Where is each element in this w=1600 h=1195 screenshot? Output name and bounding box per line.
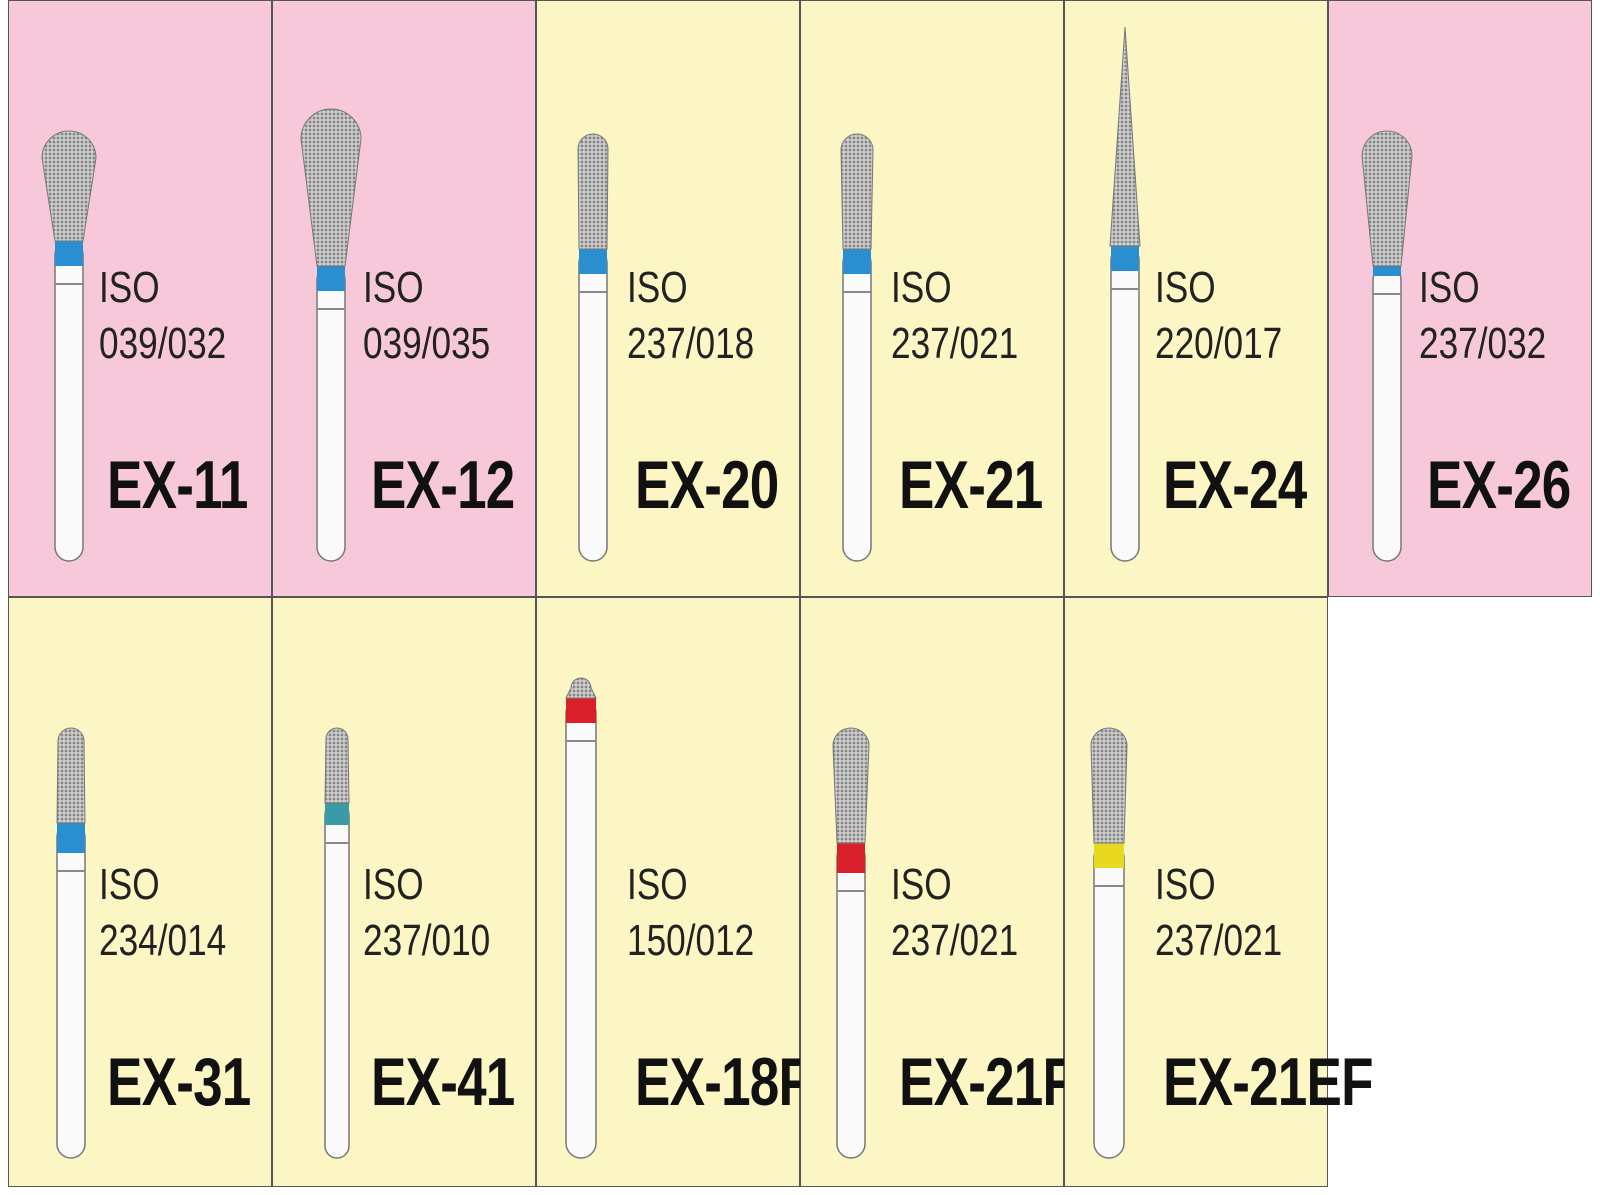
- iso-iso: ISO: [891, 860, 952, 909]
- bur-card: ISO 237/021 EX-21F: [800, 597, 1075, 1187]
- product-code: EX-31: [107, 1044, 251, 1120]
- bur-card: ISO 039/035 EX-12: [272, 0, 536, 597]
- bur-drawing: [300, 108, 362, 562]
- iso-size: 237/018: [627, 319, 755, 368]
- color-band: [55, 241, 83, 266]
- iso-iso: ISO: [627, 860, 688, 909]
- bur-head: [300, 108, 362, 267]
- iso-iso: ISO: [99, 860, 160, 909]
- bur-head: [1090, 727, 1128, 844]
- iso-size: 237/032: [1419, 319, 1547, 368]
- color-band: [1111, 246, 1139, 271]
- iso-size: 237/021: [891, 916, 1019, 965]
- iso-size: 220/017: [1155, 319, 1283, 368]
- iso-size: 237/021: [891, 319, 1019, 368]
- shank: [56, 822, 86, 1159]
- bur-head: [1109, 26, 1141, 247]
- bur-drawing: [41, 130, 97, 562]
- shank: [1093, 842, 1125, 1159]
- bur-drawing: [840, 133, 874, 562]
- bur-drawing: [56, 727, 86, 1159]
- iso-size: 234/014: [99, 916, 227, 965]
- bur-drawing: [1109, 26, 1141, 562]
- bur-head: [1361, 130, 1413, 267]
- color-band: [1094, 843, 1124, 868]
- iso-iso: ISO: [363, 860, 424, 909]
- shank: [324, 802, 350, 1159]
- iso-size: 039/032: [99, 319, 227, 368]
- shank: [578, 248, 608, 562]
- bur-drawing: [577, 133, 609, 562]
- iso-iso: ISO: [1155, 263, 1216, 312]
- color-band: [317, 266, 345, 291]
- product-code: EX-11: [107, 447, 248, 523]
- iso-size: 237/010: [363, 916, 491, 965]
- iso-iso: ISO: [1419, 263, 1480, 312]
- shank: [316, 265, 346, 562]
- bur-head: [577, 133, 609, 250]
- product-code: EX-21: [899, 447, 1043, 523]
- bur-drawing: [565, 677, 597, 1159]
- bur-card: ISO 220/017 EX-24: [1064, 0, 1328, 597]
- bur-card: ISO 234/014 EX-31: [8, 597, 272, 1187]
- color-band: [566, 698, 596, 723]
- bur-head: [324, 727, 350, 804]
- iso-size: 150/012: [627, 916, 755, 965]
- bur-head: [565, 677, 597, 699]
- bur-card: ISO 237/018 EX-20: [536, 0, 800, 597]
- shank: [1110, 245, 1140, 562]
- iso-size: 237/021: [1155, 916, 1283, 965]
- bur-drawing: [832, 727, 870, 1159]
- product-code: EX-21EF: [1163, 1044, 1374, 1120]
- product-code: EX-18F: [635, 1044, 811, 1120]
- bur-card: ISO 237/032 EX-26: [1328, 0, 1592, 597]
- iso-iso: ISO: [99, 263, 160, 312]
- bur-head: [840, 133, 874, 250]
- shank: [842, 248, 872, 562]
- color-band: [57, 823, 85, 853]
- product-code: EX-24: [1163, 447, 1307, 523]
- shank: [54, 240, 84, 562]
- bur-card: ISO 237/021 EX-21EF: [1064, 597, 1374, 1187]
- iso-size: 039/035: [363, 319, 491, 368]
- bur-head: [41, 130, 97, 242]
- color-band: [325, 803, 349, 825]
- product-code: EX-41: [371, 1044, 515, 1120]
- product-code: EX-12: [371, 447, 515, 523]
- bur-drawing: [1361, 130, 1413, 562]
- product-code: EX-21F: [899, 1044, 1075, 1120]
- iso-iso: ISO: [627, 263, 688, 312]
- bur-head: [832, 727, 870, 844]
- bur-drawing: [324, 727, 350, 1159]
- product-code: EX-20: [635, 447, 779, 523]
- bur-card: ISO 039/032 EX-11: [8, 0, 272, 597]
- color-band: [837, 843, 865, 873]
- bur-card: ISO 237/010 EX-41: [272, 597, 536, 1187]
- iso-iso: ISO: [363, 263, 424, 312]
- bur-card: ISO 237/021 EX-21: [800, 0, 1064, 597]
- iso-iso: ISO: [891, 263, 952, 312]
- iso-iso: ISO: [1155, 860, 1216, 909]
- bur-head: [56, 727, 86, 824]
- color-band: [1373, 266, 1401, 276]
- bur-drawing: [1090, 727, 1128, 1159]
- bur-card: ISO 150/012 EX-18F: [536, 597, 811, 1187]
- shank: [1372, 265, 1402, 562]
- color-band: [579, 249, 607, 274]
- product-code: EX-26: [1427, 447, 1571, 523]
- color-band: [843, 249, 871, 274]
- shank: [565, 697, 597, 1159]
